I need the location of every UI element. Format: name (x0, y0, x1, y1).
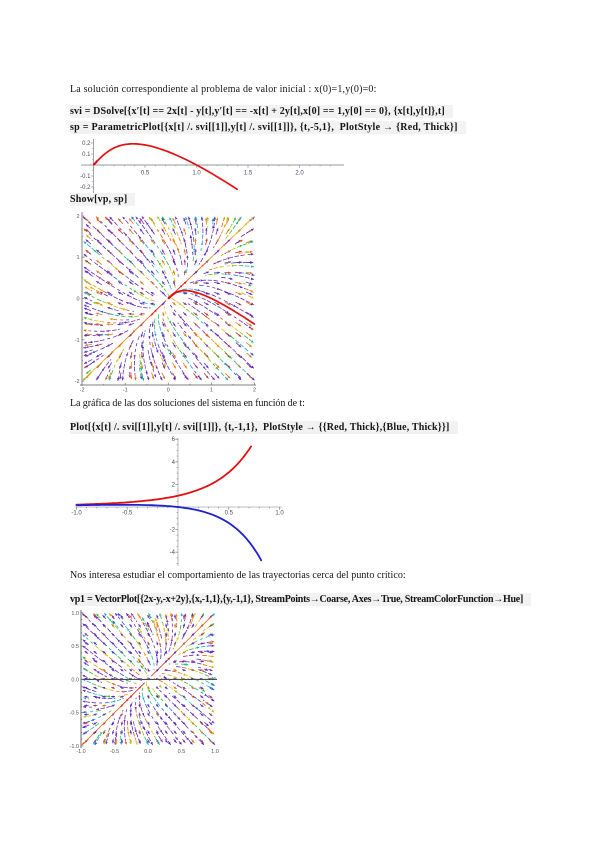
svg-text:0.0: 0.0 (144, 749, 152, 755)
svg-text:-1.0: -1.0 (71, 511, 82, 517)
svg-text:1.0: 1.0 (192, 171, 201, 177)
svg-text:0.5: 0.5 (178, 749, 186, 755)
svg-text:-1.0: -1.0 (76, 749, 85, 755)
svg-text:2: 2 (253, 388, 256, 394)
svg-text:0.5: 0.5 (141, 171, 150, 177)
svg-text:2.0: 2.0 (295, 171, 304, 177)
svg-text:-2: -2 (75, 379, 80, 385)
svg-text:-2: -2 (80, 388, 85, 394)
svg-text:1: 1 (76, 255, 79, 261)
svg-text:-0.2: -0.2 (80, 185, 91, 191)
svg-text:1.0: 1.0 (211, 749, 219, 755)
svg-text:0.5: 0.5 (71, 644, 79, 650)
svg-text:-4: -4 (170, 550, 176, 556)
svg-text:-0.5: -0.5 (70, 711, 79, 717)
svg-text:-1.0: -1.0 (70, 744, 79, 750)
svg-text:-1: -1 (75, 338, 80, 344)
svg-text:-0.1: -0.1 (80, 174, 91, 180)
svg-text:-2: -2 (170, 528, 176, 534)
svg-text:2: 2 (76, 214, 79, 220)
svg-text:1.0: 1.0 (275, 511, 284, 517)
svg-text:0.1: 0.1 (82, 152, 91, 158)
svg-text:2: 2 (172, 482, 176, 488)
svg-text:0.5: 0.5 (225, 511, 234, 517)
svg-text:-0.5: -0.5 (110, 749, 119, 755)
svg-text:0.2: 0.2 (82, 141, 91, 147)
svg-text:-1: -1 (123, 388, 128, 394)
svg-text:1.0: 1.0 (71, 611, 79, 617)
svg-text:6: 6 (172, 437, 176, 443)
svg-text:0: 0 (76, 297, 79, 303)
svg-text:0: 0 (167, 388, 170, 394)
svg-text:-0.5: -0.5 (122, 511, 133, 517)
svg-text:4: 4 (172, 460, 176, 466)
svg-text:1.5: 1.5 (244, 171, 253, 177)
svg-text:0.0: 0.0 (71, 677, 79, 683)
svg-text:1: 1 (210, 388, 213, 394)
